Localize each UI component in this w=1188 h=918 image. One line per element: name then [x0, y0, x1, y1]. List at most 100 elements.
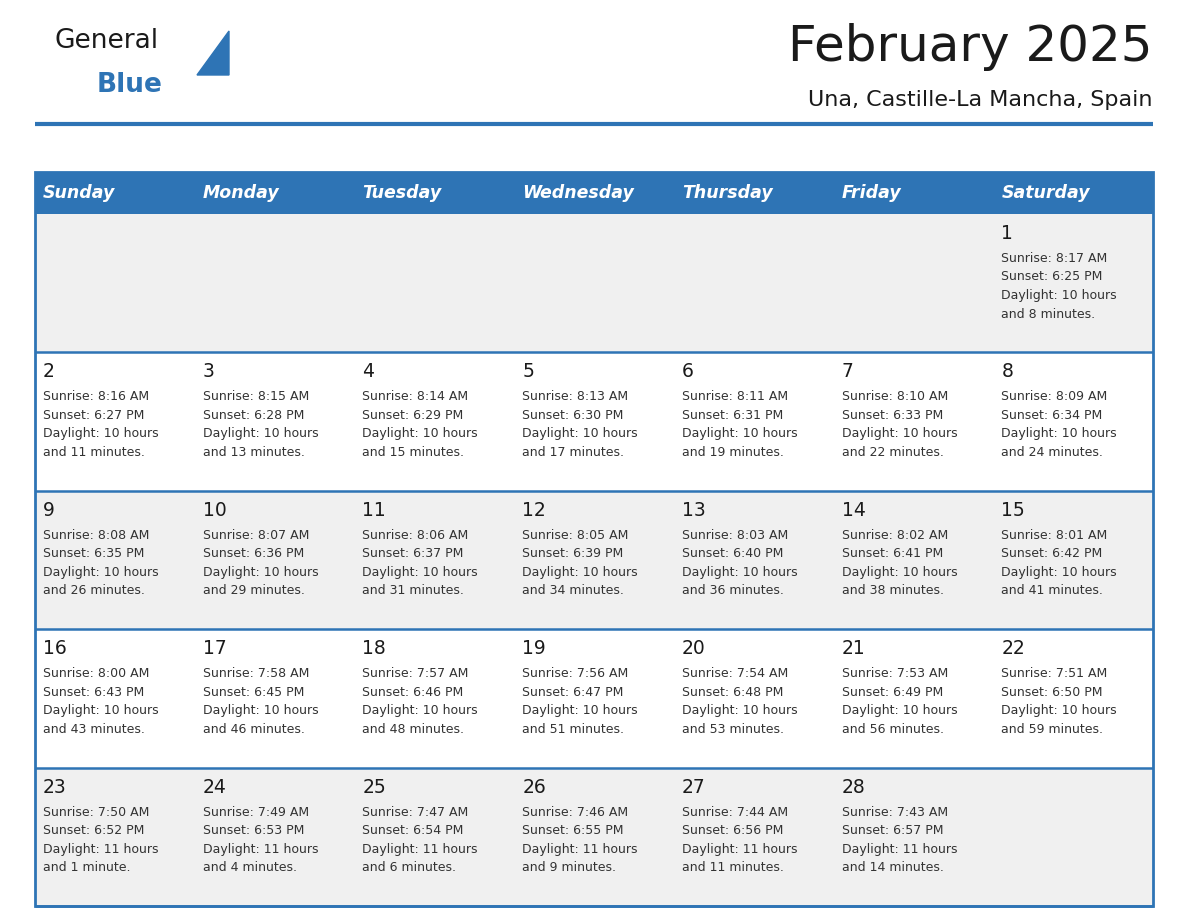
- Bar: [514, 353, 674, 491]
- Text: Daylight: 10 hours: Daylight: 10 hours: [1001, 565, 1117, 579]
- Bar: [834, 491, 993, 629]
- Text: Blue: Blue: [97, 72, 163, 98]
- Bar: [354, 353, 514, 491]
- Text: Sunrise: 7:54 AM: Sunrise: 7:54 AM: [682, 667, 788, 680]
- Text: Sunrise: 7:49 AM: Sunrise: 7:49 AM: [203, 806, 309, 819]
- Bar: [34, 491, 195, 629]
- Bar: [34, 214, 195, 353]
- Text: Sunset: 6:57 PM: Sunset: 6:57 PM: [841, 824, 943, 837]
- Text: 16: 16: [43, 639, 67, 658]
- Text: Daylight: 10 hours: Daylight: 10 hours: [841, 704, 958, 717]
- Text: 15: 15: [1001, 501, 1025, 520]
- Text: Sunrise: 7:46 AM: Sunrise: 7:46 AM: [523, 806, 628, 819]
- Text: and 26 minutes.: and 26 minutes.: [43, 584, 145, 598]
- Bar: [514, 172, 674, 214]
- Text: 27: 27: [682, 778, 706, 797]
- Bar: [834, 214, 993, 353]
- Text: Daylight: 10 hours: Daylight: 10 hours: [43, 704, 159, 717]
- Bar: [34, 629, 195, 767]
- Text: Daylight: 11 hours: Daylight: 11 hours: [841, 843, 958, 856]
- Text: Sunrise: 8:01 AM: Sunrise: 8:01 AM: [1001, 529, 1107, 542]
- Text: Sunrise: 8:16 AM: Sunrise: 8:16 AM: [43, 390, 150, 403]
- Text: Sunrise: 7:43 AM: Sunrise: 7:43 AM: [841, 806, 948, 819]
- Bar: [834, 629, 993, 767]
- Text: Sunset: 6:48 PM: Sunset: 6:48 PM: [682, 686, 783, 699]
- Text: Daylight: 10 hours: Daylight: 10 hours: [1001, 704, 1117, 717]
- Text: Sunset: 6:50 PM: Sunset: 6:50 PM: [1001, 686, 1102, 699]
- Text: Sunset: 6:52 PM: Sunset: 6:52 PM: [43, 824, 145, 837]
- Text: 17: 17: [203, 639, 227, 658]
- Text: and 13 minutes.: and 13 minutes.: [203, 446, 304, 459]
- Text: Sunrise: 8:02 AM: Sunrise: 8:02 AM: [841, 529, 948, 542]
- Bar: [514, 767, 674, 906]
- Text: Saturday: Saturday: [1001, 184, 1089, 202]
- Bar: [34, 172, 195, 214]
- Bar: [514, 629, 674, 767]
- Text: Daylight: 10 hours: Daylight: 10 hours: [362, 704, 478, 717]
- Bar: [674, 172, 834, 214]
- Text: and 17 minutes.: and 17 minutes.: [523, 446, 624, 459]
- Text: February 2025: February 2025: [789, 23, 1154, 71]
- Text: Daylight: 10 hours: Daylight: 10 hours: [362, 565, 478, 579]
- Text: and 11 minutes.: and 11 minutes.: [682, 861, 784, 874]
- Text: Sunrise: 8:10 AM: Sunrise: 8:10 AM: [841, 390, 948, 403]
- Text: and 4 minutes.: and 4 minutes.: [203, 861, 297, 874]
- Text: Wednesday: Wednesday: [523, 184, 634, 202]
- Text: and 56 minutes.: and 56 minutes.: [841, 722, 943, 735]
- Text: and 19 minutes.: and 19 minutes.: [682, 446, 784, 459]
- Text: Daylight: 11 hours: Daylight: 11 hours: [523, 843, 638, 856]
- Text: and 43 minutes.: and 43 minutes.: [43, 722, 145, 735]
- Text: and 34 minutes.: and 34 minutes.: [523, 584, 624, 598]
- Text: Sunset: 6:45 PM: Sunset: 6:45 PM: [203, 686, 304, 699]
- Text: and 41 minutes.: and 41 minutes.: [1001, 584, 1104, 598]
- Text: Sunset: 6:49 PM: Sunset: 6:49 PM: [841, 686, 943, 699]
- Text: Daylight: 10 hours: Daylight: 10 hours: [682, 565, 797, 579]
- Text: Sunset: 6:46 PM: Sunset: 6:46 PM: [362, 686, 463, 699]
- Bar: [34, 353, 195, 491]
- Text: 3: 3: [203, 363, 215, 381]
- Text: General: General: [55, 28, 159, 54]
- Text: Sunset: 6:53 PM: Sunset: 6:53 PM: [203, 824, 304, 837]
- Text: 8: 8: [1001, 363, 1013, 381]
- Text: Sunrise: 8:08 AM: Sunrise: 8:08 AM: [43, 529, 150, 542]
- Bar: [674, 629, 834, 767]
- Text: Daylight: 10 hours: Daylight: 10 hours: [523, 704, 638, 717]
- Text: Sunrise: 8:11 AM: Sunrise: 8:11 AM: [682, 390, 788, 403]
- Text: Sunrise: 7:47 AM: Sunrise: 7:47 AM: [362, 806, 468, 819]
- Text: and 14 minutes.: and 14 minutes.: [841, 861, 943, 874]
- Text: Sunset: 6:30 PM: Sunset: 6:30 PM: [523, 409, 624, 422]
- Text: Sunset: 6:34 PM: Sunset: 6:34 PM: [1001, 409, 1102, 422]
- Text: Sunrise: 8:05 AM: Sunrise: 8:05 AM: [523, 529, 628, 542]
- Text: 18: 18: [362, 639, 386, 658]
- Bar: [195, 172, 354, 214]
- Text: Sunset: 6:35 PM: Sunset: 6:35 PM: [43, 547, 145, 560]
- Text: Daylight: 10 hours: Daylight: 10 hours: [523, 565, 638, 579]
- Bar: [674, 767, 834, 906]
- Bar: [674, 214, 834, 353]
- Text: Sunset: 6:40 PM: Sunset: 6:40 PM: [682, 547, 783, 560]
- Text: Daylight: 10 hours: Daylight: 10 hours: [1001, 428, 1117, 441]
- Text: Sunset: 6:28 PM: Sunset: 6:28 PM: [203, 409, 304, 422]
- Text: Friday: Friday: [841, 184, 902, 202]
- Text: Daylight: 11 hours: Daylight: 11 hours: [43, 843, 158, 856]
- Bar: [514, 491, 674, 629]
- Bar: [195, 353, 354, 491]
- Text: Sunrise: 8:14 AM: Sunrise: 8:14 AM: [362, 390, 468, 403]
- Text: Daylight: 10 hours: Daylight: 10 hours: [841, 428, 958, 441]
- Bar: [993, 629, 1154, 767]
- Text: and 22 minutes.: and 22 minutes.: [841, 446, 943, 459]
- Bar: [195, 767, 354, 906]
- Text: and 1 minute.: and 1 minute.: [43, 861, 131, 874]
- Text: Daylight: 10 hours: Daylight: 10 hours: [682, 428, 797, 441]
- Text: and 6 minutes.: and 6 minutes.: [362, 861, 456, 874]
- Bar: [993, 353, 1154, 491]
- Text: 2: 2: [43, 363, 55, 381]
- Text: Daylight: 10 hours: Daylight: 10 hours: [43, 565, 159, 579]
- Text: Sunset: 6:33 PM: Sunset: 6:33 PM: [841, 409, 943, 422]
- Text: Daylight: 10 hours: Daylight: 10 hours: [1001, 289, 1117, 302]
- Text: Sunrise: 8:03 AM: Sunrise: 8:03 AM: [682, 529, 788, 542]
- Text: Daylight: 10 hours: Daylight: 10 hours: [523, 428, 638, 441]
- Bar: [354, 629, 514, 767]
- Bar: [514, 214, 674, 353]
- Text: and 38 minutes.: and 38 minutes.: [841, 584, 943, 598]
